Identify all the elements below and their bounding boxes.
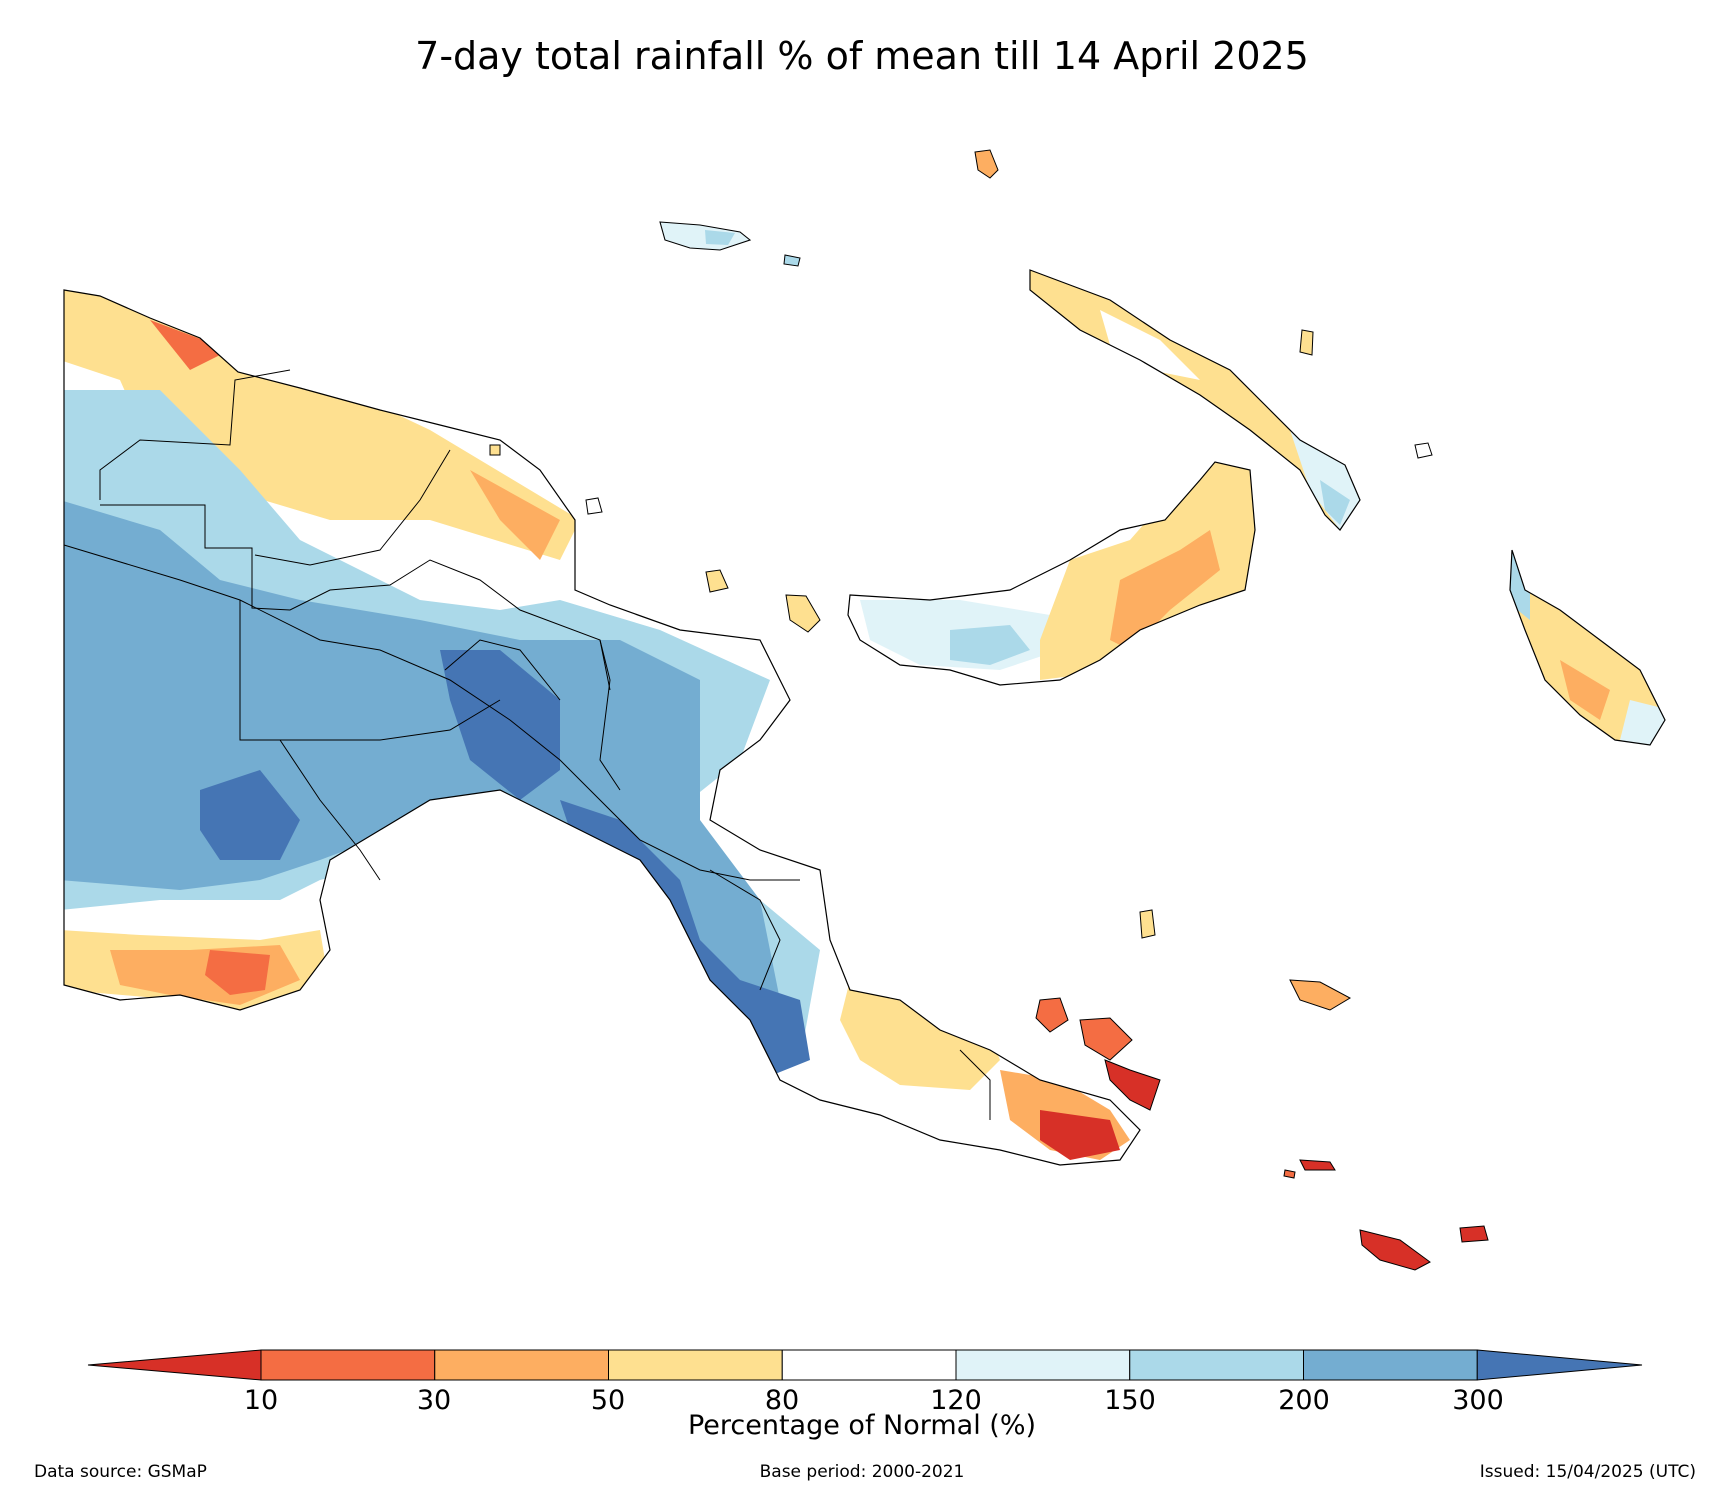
colorbar-label: Percentage of Normal (%) — [687, 1410, 1037, 1441]
issued-date-note: Issued: 15/04/2025 (UTC) — [1479, 1462, 1696, 1482]
colorbar-segment — [434, 1349, 609, 1381]
map-title: 7-day total rainfall % of mean till 14 A… — [415, 34, 1309, 78]
base-period-note: Base period: 2000-2021 — [759, 1462, 965, 1482]
colorbar-segment — [1129, 1349, 1304, 1381]
colorbar-tick: 200 — [1278, 1385, 1330, 1416]
colorbar-tick: 30 — [416, 1385, 452, 1416]
colorbar-tick: 150 — [1104, 1385, 1156, 1416]
colorbar-tick: 50 — [590, 1385, 626, 1416]
colorbar-extend-high — [1476, 1349, 1643, 1381]
colorbar-segment — [608, 1349, 783, 1381]
colorbar-segment — [1303, 1349, 1478, 1381]
colorbar-segment — [260, 1349, 436, 1381]
colorbar-segment — [955, 1349, 1131, 1381]
colorbar-extend-low — [87, 1349, 262, 1381]
colorbar-tick: 120 — [930, 1385, 982, 1416]
rainfall-map — [63, 149, 1666, 1271]
colorbar — [87, 1349, 1643, 1381]
colorbar-segment — [781, 1349, 957, 1381]
data-source-note: Data source: GSMaP — [34, 1462, 207, 1482]
colorbar-tick: 80 — [764, 1385, 800, 1416]
colorbar-tick: 10 — [243, 1385, 279, 1416]
colorbar-tick: 300 — [1452, 1385, 1504, 1416]
